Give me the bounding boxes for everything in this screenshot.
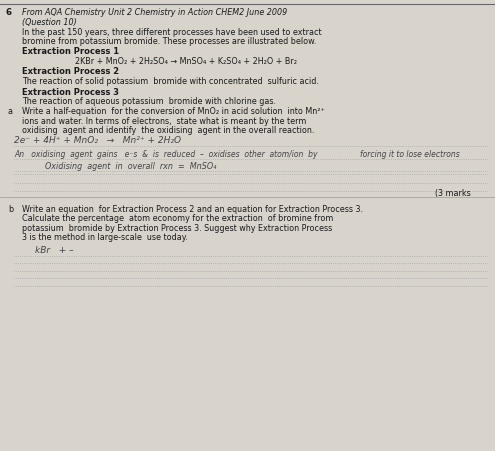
Text: potassium  bromide by Extraction Process 3. Suggest why Extraction Process: potassium bromide by Extraction Process … [22, 224, 332, 232]
Text: Extraction Process 1: Extraction Process 1 [22, 47, 119, 56]
Text: b: b [8, 205, 13, 213]
Text: In the past 150 years, three different processes have been used to extract: In the past 150 years, three different p… [22, 28, 322, 37]
Text: 2e⁻ + 4H⁺ + MnO₂   →   Mn²⁺ + 2H₂O: 2e⁻ + 4H⁺ + MnO₂ → Mn²⁺ + 2H₂O [14, 136, 181, 145]
Text: forcing it to lose electrons: forcing it to lose electrons [360, 150, 460, 159]
Text: The reaction of aqueous potassium  bromide with chlorine gas.: The reaction of aqueous potassium bromid… [22, 97, 276, 106]
Text: ions and water. In terms of electrons,  state what is meant by the term: ions and water. In terms of electrons, s… [22, 116, 306, 125]
Text: Extraction Process 2: Extraction Process 2 [22, 67, 119, 76]
Text: Calculate the percentage  atom economy for the extraction  of bromine from: Calculate the percentage atom economy fo… [22, 214, 333, 223]
Text: Extraction Process 3: Extraction Process 3 [22, 88, 119, 97]
Text: From AQA Chemistry Unit 2 Chemistry in Action CHEM2 June 2009: From AQA Chemistry Unit 2 Chemistry in A… [22, 8, 287, 17]
Text: (Question 10): (Question 10) [22, 18, 77, 27]
Text: a: a [8, 107, 13, 116]
Text: 2KBr + MnO₂ + 2H₂SO₄ → MnSO₄ + K₂SO₄ + 2H₂O + Br₂: 2KBr + MnO₂ + 2H₂SO₄ → MnSO₄ + K₂SO₄ + 2… [75, 56, 297, 65]
Text: oxidising  agent and identify  the oxidising  agent in the overall reaction.: oxidising agent and identify the oxidisi… [22, 126, 314, 135]
Text: bromine from potassium bromide. These processes are illustrated below.: bromine from potassium bromide. These pr… [22, 37, 316, 46]
Text: An   oxidising  agent  gains   e⁻s  &  is  reduced  –  oxidises  other  atom/ion: An oxidising agent gains e⁻s & is reduce… [14, 150, 317, 159]
Text: 6: 6 [5, 8, 11, 17]
Text: (3 marks: (3 marks [435, 189, 471, 198]
Text: Write an equation  for Extraction Process 2 and an equation for Extraction Proce: Write an equation for Extraction Process… [22, 205, 363, 213]
Text: Write a half-equation  for the conversion of MnO₂ in acid solution  into Mn²⁺: Write a half-equation for the conversion… [22, 107, 325, 116]
Text: Oxidising  agent  in  overall  rxn  =  MnSO₄: Oxidising agent in overall rxn = MnSO₄ [45, 162, 216, 171]
Text: 3 is the method in large-scale  use today.: 3 is the method in large-scale use today… [22, 233, 188, 242]
Text: kBr   + –: kBr + – [35, 245, 74, 254]
Text: The reaction of solid potassium  bromide with concentrated  sulfuric acid.: The reaction of solid potassium bromide … [22, 76, 319, 85]
